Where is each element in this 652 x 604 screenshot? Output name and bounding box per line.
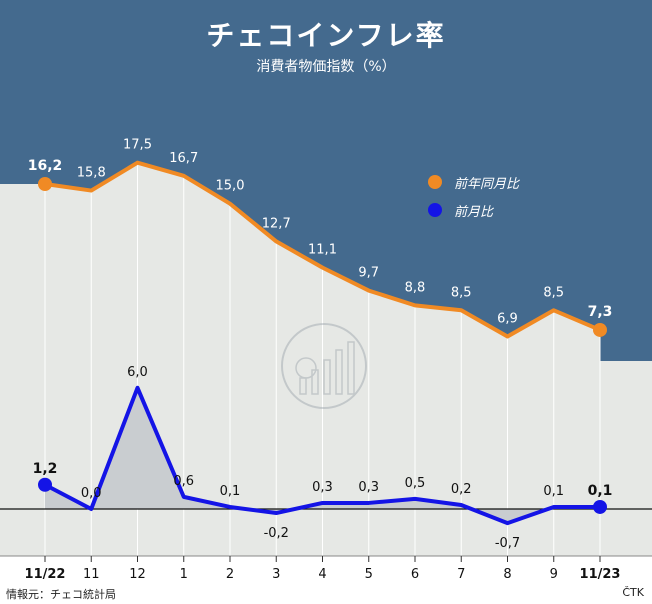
- label-yoy-10: 6,9: [497, 312, 518, 327]
- legend-dot-yoy: [428, 175, 442, 189]
- label-yoy-4: 15,0: [216, 179, 245, 194]
- label-mom-10: -0,7: [495, 536, 520, 551]
- x-tick-label-8: 6: [411, 567, 419, 582]
- x-tick-label-5: 3: [272, 567, 280, 582]
- label-mom-1: 0,0: [81, 486, 102, 501]
- label-mom-7: 0,3: [358, 480, 379, 495]
- label-mom-0: 1,2: [33, 461, 58, 477]
- line-yoy: [44, 160, 601, 339]
- label-yoy-5: 12,7: [262, 216, 291, 231]
- chart-subtitle: 消費者物価指数（%）: [256, 59, 396, 75]
- watermark-bar-2: [323, 359, 331, 395]
- label-yoy-0: 16,2: [28, 158, 63, 174]
- label-yoy-1: 15,8: [77, 166, 106, 181]
- point-yoy-12: [593, 322, 607, 337]
- legend-dot-mom: [428, 203, 442, 217]
- label-mom-11: 0,1: [543, 484, 564, 499]
- watermark-bar-0: [299, 377, 307, 395]
- watermark-bar-1: [311, 369, 319, 395]
- x-tick-label-11: 9: [550, 567, 558, 582]
- x-tick-label-4: 2: [226, 567, 234, 582]
- x-tick-label-0: 11/22: [25, 567, 66, 582]
- legend-label-yoy: 前年同月比: [454, 176, 520, 192]
- credit-note: ČTK: [622, 586, 644, 599]
- x-tick-label-3: 1: [180, 567, 188, 582]
- legend-item-mom: 前月比: [428, 196, 519, 224]
- point-mom-0: [38, 477, 52, 492]
- label-mom-8: 0,5: [405, 476, 426, 491]
- x-tick-label-2: 12: [129, 567, 146, 582]
- point-mom-12: [593, 499, 607, 514]
- x-tick-label-1: 11: [83, 567, 100, 582]
- line-mom: [44, 385, 600, 526]
- label-yoy-11: 8,5: [543, 285, 564, 300]
- legend-label-mom: 前月比: [454, 204, 494, 220]
- label-yoy-2: 17,5: [123, 138, 152, 153]
- chart-title: チェコインフレ率: [206, 19, 446, 52]
- watermark-bar-4: [347, 341, 355, 395]
- legend: 前年同月比 前月比: [428, 168, 519, 224]
- x-tick-label-10: 8: [503, 567, 511, 582]
- label-yoy-7: 9,7: [358, 266, 379, 281]
- label-yoy-9: 8,5: [451, 285, 472, 300]
- watermark-ring: [281, 323, 367, 409]
- label-mom-5: -0,2: [264, 526, 289, 541]
- x-tick-label-9: 7: [457, 567, 465, 582]
- label-mom-4: 0,1: [220, 484, 241, 499]
- label-yoy-6: 11,1: [308, 243, 337, 258]
- label-yoy-3: 16,7: [169, 151, 198, 166]
- label-yoy-8: 8,8: [405, 280, 426, 295]
- watermark-coin: [295, 357, 317, 379]
- label-mom-9: 0,2: [451, 482, 472, 497]
- label-mom-6: 0,3: [312, 480, 333, 495]
- x-tick-label-12: 11/23: [580, 567, 621, 582]
- x-tick-label-6: 4: [318, 567, 326, 582]
- watermark-emblem: [281, 323, 367, 409]
- source-note: 情報元：チェコ統計局: [6, 588, 116, 601]
- label-mom-3: 0,6: [173, 474, 194, 489]
- label-mom-12: 0,1: [588, 483, 613, 499]
- label-yoy-12: 7,3: [588, 304, 613, 320]
- header-band: [0, 0, 652, 361]
- x-tick-label-7: 5: [365, 567, 373, 582]
- label-mom-2: 6,0: [127, 365, 148, 380]
- legend-item-yoy: 前年同月比: [428, 168, 519, 196]
- point-yoy-0: [38, 177, 52, 191]
- watermark-bar-3: [335, 349, 343, 395]
